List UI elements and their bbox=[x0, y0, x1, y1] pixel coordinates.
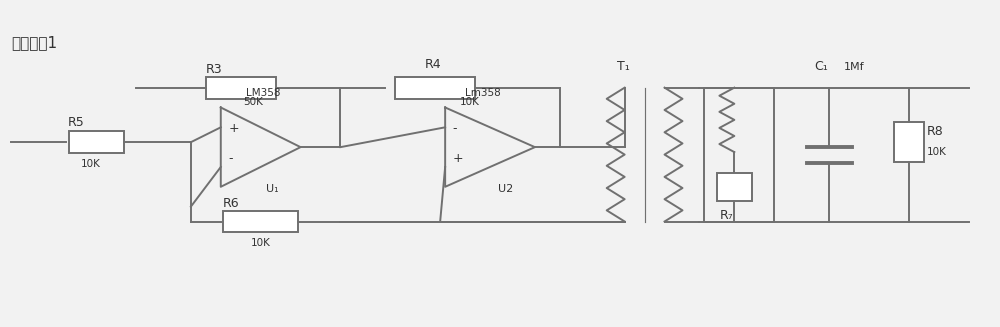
Text: 1Mf: 1Mf bbox=[844, 62, 865, 72]
Text: -: - bbox=[452, 122, 457, 135]
Text: R₇: R₇ bbox=[719, 209, 733, 221]
Text: +: + bbox=[452, 152, 463, 165]
Text: LM358: LM358 bbox=[246, 88, 280, 97]
Text: U2: U2 bbox=[498, 184, 513, 194]
Text: 10K: 10K bbox=[927, 147, 947, 157]
Text: 同步数据1: 同步数据1 bbox=[11, 36, 57, 51]
Bar bbox=[223, 211, 298, 232]
Bar bbox=[717, 173, 752, 201]
Text: T₁: T₁ bbox=[617, 60, 629, 73]
Text: R6: R6 bbox=[223, 197, 239, 210]
Text: 10K: 10K bbox=[81, 159, 101, 169]
Text: -: - bbox=[229, 152, 233, 165]
Bar bbox=[395, 77, 475, 98]
Text: 50K: 50K bbox=[243, 97, 263, 108]
Text: +: + bbox=[229, 122, 239, 135]
Text: R5: R5 bbox=[68, 116, 85, 129]
Text: C₁: C₁ bbox=[814, 60, 828, 73]
Text: 10K: 10K bbox=[460, 97, 480, 108]
Bar bbox=[69, 131, 124, 153]
Text: R4: R4 bbox=[425, 58, 442, 71]
Text: U₁: U₁ bbox=[266, 184, 278, 194]
Text: R8: R8 bbox=[927, 125, 944, 138]
Text: R3: R3 bbox=[206, 63, 222, 76]
Text: Lm358: Lm358 bbox=[465, 88, 501, 97]
Bar bbox=[894, 122, 924, 162]
Bar bbox=[206, 77, 276, 98]
Text: 10K: 10K bbox=[251, 238, 271, 248]
